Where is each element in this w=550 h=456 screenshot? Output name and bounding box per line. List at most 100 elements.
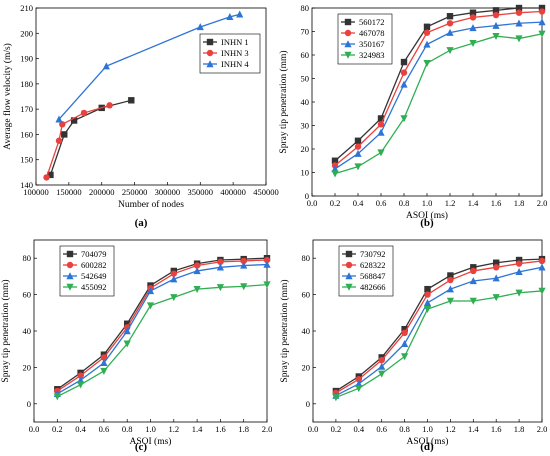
x-tick-label: 1.2	[445, 198, 456, 208]
legend-swatch-marker	[206, 49, 214, 57]
data-point	[469, 297, 477, 305]
data-point	[331, 157, 339, 164]
y-tick-label: 0	[306, 399, 310, 409]
data-point	[515, 35, 523, 43]
data-point	[446, 20, 454, 27]
data-point	[515, 289, 523, 297]
data-point	[446, 285, 454, 293]
data-point	[124, 320, 131, 327]
x-tick-label: 1.2	[445, 424, 456, 434]
y-tick-label: 10	[301, 168, 310, 178]
y-tick-label: 60	[301, 50, 310, 60]
series-line-600282	[56, 259, 268, 392]
data-point	[447, 276, 454, 284]
legend-swatch-marker	[344, 18, 352, 26]
x-tick-label: 0.8	[122, 424, 133, 434]
x-tick-label: 400000	[220, 187, 246, 197]
panel-label: (b)	[420, 217, 434, 229]
y-tick-label: 170	[20, 104, 33, 114]
x-tick-label: 100000	[23, 187, 49, 197]
data-point	[226, 13, 234, 21]
x-tick-label: 0.4	[75, 424, 86, 434]
data-point	[106, 102, 113, 109]
x-tick-label: 1.8	[238, 424, 249, 434]
data-point	[59, 121, 66, 128]
series-line-628322	[335, 260, 543, 394]
data-point	[493, 259, 500, 266]
data-point	[217, 258, 224, 266]
data-point	[193, 285, 201, 293]
data-point	[331, 165, 339, 173]
x-tick-label: 1.4	[468, 198, 479, 208]
data-point	[469, 14, 477, 21]
y-tick-label: 140	[20, 180, 33, 190]
data-point	[193, 262, 201, 269]
data-point	[469, 9, 477, 16]
y-tick-label: 180	[20, 79, 33, 89]
data-point	[55, 137, 63, 144]
data-point	[47, 171, 54, 179]
data-point	[538, 4, 546, 12]
x-tick-label: 0.0	[29, 424, 40, 434]
data-point	[377, 128, 385, 136]
x-tick-label: 0.0	[308, 424, 319, 434]
legend-swatch-marker	[66, 283, 74, 291]
panel-label: (c)	[135, 441, 148, 453]
x-tick-label: 1.6	[491, 424, 502, 434]
y-tick-label: 80	[23, 253, 32, 263]
data-point	[377, 115, 385, 122]
data-point	[61, 131, 68, 138]
legend-swatch-marker	[344, 51, 352, 59]
data-point	[216, 284, 224, 292]
legend-entry: 542649	[81, 271, 107, 281]
data-point	[492, 11, 500, 19]
data-point	[492, 294, 500, 302]
data-point	[515, 9, 523, 16]
legend-entry: 730792	[360, 249, 386, 259]
x-tick-label: 0.0	[307, 198, 318, 208]
x-tick-label: 200000	[89, 187, 115, 197]
y-axis-label: Spray tip penetration (mm)	[279, 279, 290, 382]
data-point	[400, 115, 408, 123]
x-tick-label: 1.6	[491, 198, 502, 208]
data-point	[354, 137, 362, 144]
y-tick-label: 50	[301, 74, 310, 84]
y-tick-label: 40	[301, 97, 310, 107]
legend-swatch-marker	[66, 272, 74, 280]
data-point	[515, 4, 523, 12]
data-point	[538, 287, 546, 295]
x-axis-label: Number of nodes	[118, 199, 184, 210]
chart-panel-b: 0.0 0.2 0.4 0.6 0.8 1.0 1.2 1.4 1.6 1.8 2.0 0 10 20 30…	[278, 3, 547, 229]
legend-swatch-marker	[206, 38, 214, 46]
series-line-324983	[334, 33, 543, 175]
data-point	[146, 287, 155, 295]
data-point	[423, 40, 431, 48]
y-tick-label: 0	[27, 399, 31, 409]
data-point	[469, 24, 477, 32]
legend-swatch-marker	[206, 60, 214, 68]
x-tick-label: 150000	[56, 187, 82, 197]
series-line-467078	[334, 10, 543, 166]
data-point	[515, 268, 523, 276]
legend-entry: 600282	[81, 260, 107, 270]
data-point	[515, 19, 523, 27]
data-point	[401, 325, 408, 333]
y-tick-label: 60	[23, 290, 32, 300]
data-point	[538, 8, 546, 15]
panel-label: (a)	[135, 217, 148, 229]
x-tick-label: 0.6	[376, 198, 387, 208]
data-point	[538, 263, 546, 271]
data-point	[446, 297, 454, 305]
chart-panel-a: 100000 150000 200000 250000 300000 350000 4000…	[2, 3, 279, 229]
data-point	[378, 356, 385, 364]
legend-entry: 350167	[359, 39, 385, 49]
y-tick-label: 80	[301, 3, 310, 13]
x-tick-label: 0.4	[353, 424, 364, 434]
data-point	[400, 58, 408, 66]
x-tick-label: 0.2	[331, 424, 342, 434]
data-point	[401, 353, 409, 361]
data-point	[470, 267, 477, 275]
data-point	[331, 170, 339, 178]
